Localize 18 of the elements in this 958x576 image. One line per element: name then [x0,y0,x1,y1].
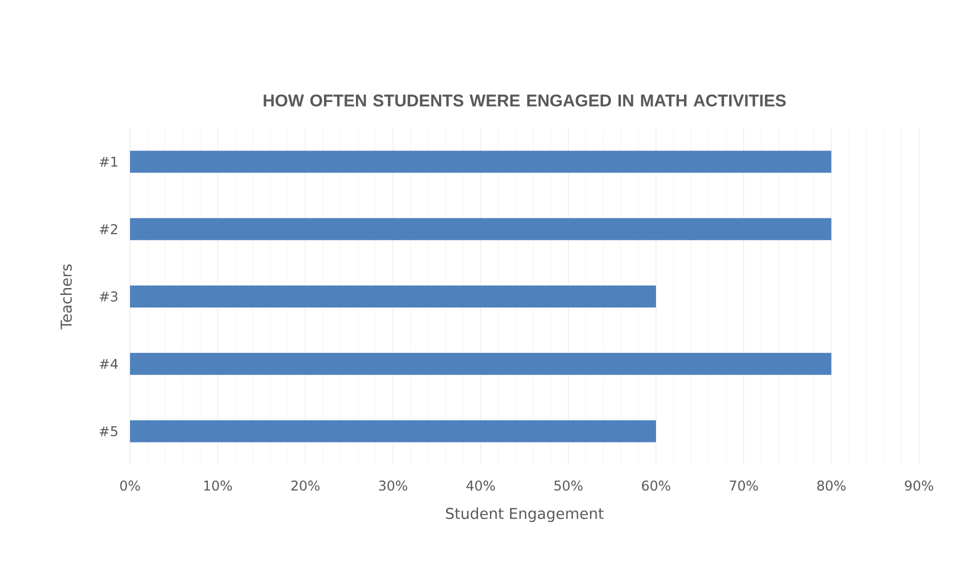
x-tick-label: 20% [291,480,320,491]
x-tick-label: 0% [120,480,140,491]
x-tick-label: 40% [466,480,495,491]
y-tick-label: #5 [100,426,118,436]
x-tick-label: 80% [817,480,846,491]
y-tick-label: #3 [100,291,118,302]
chart-title: HOW OFTEN STUDENTS WERE ENGAGED IN MATH ACTIVITIES [264,94,786,107]
x-tick-label: 50% [554,480,583,491]
x-axis-title: Student Engagement [446,508,604,522]
x-tick-label: 70% [730,480,758,491]
x-tick-label: 10% [204,480,232,491]
x-tick-label: 60% [642,480,670,491]
y-tick-label: #1 [100,156,118,167]
y-tick-label: #2 [100,224,118,234]
y-tick-label: #4 [100,358,118,369]
y-axis-title: Teachers [60,264,72,330]
x-tick-label: 30% [379,480,408,491]
x-tick-label: 90% [904,480,934,491]
